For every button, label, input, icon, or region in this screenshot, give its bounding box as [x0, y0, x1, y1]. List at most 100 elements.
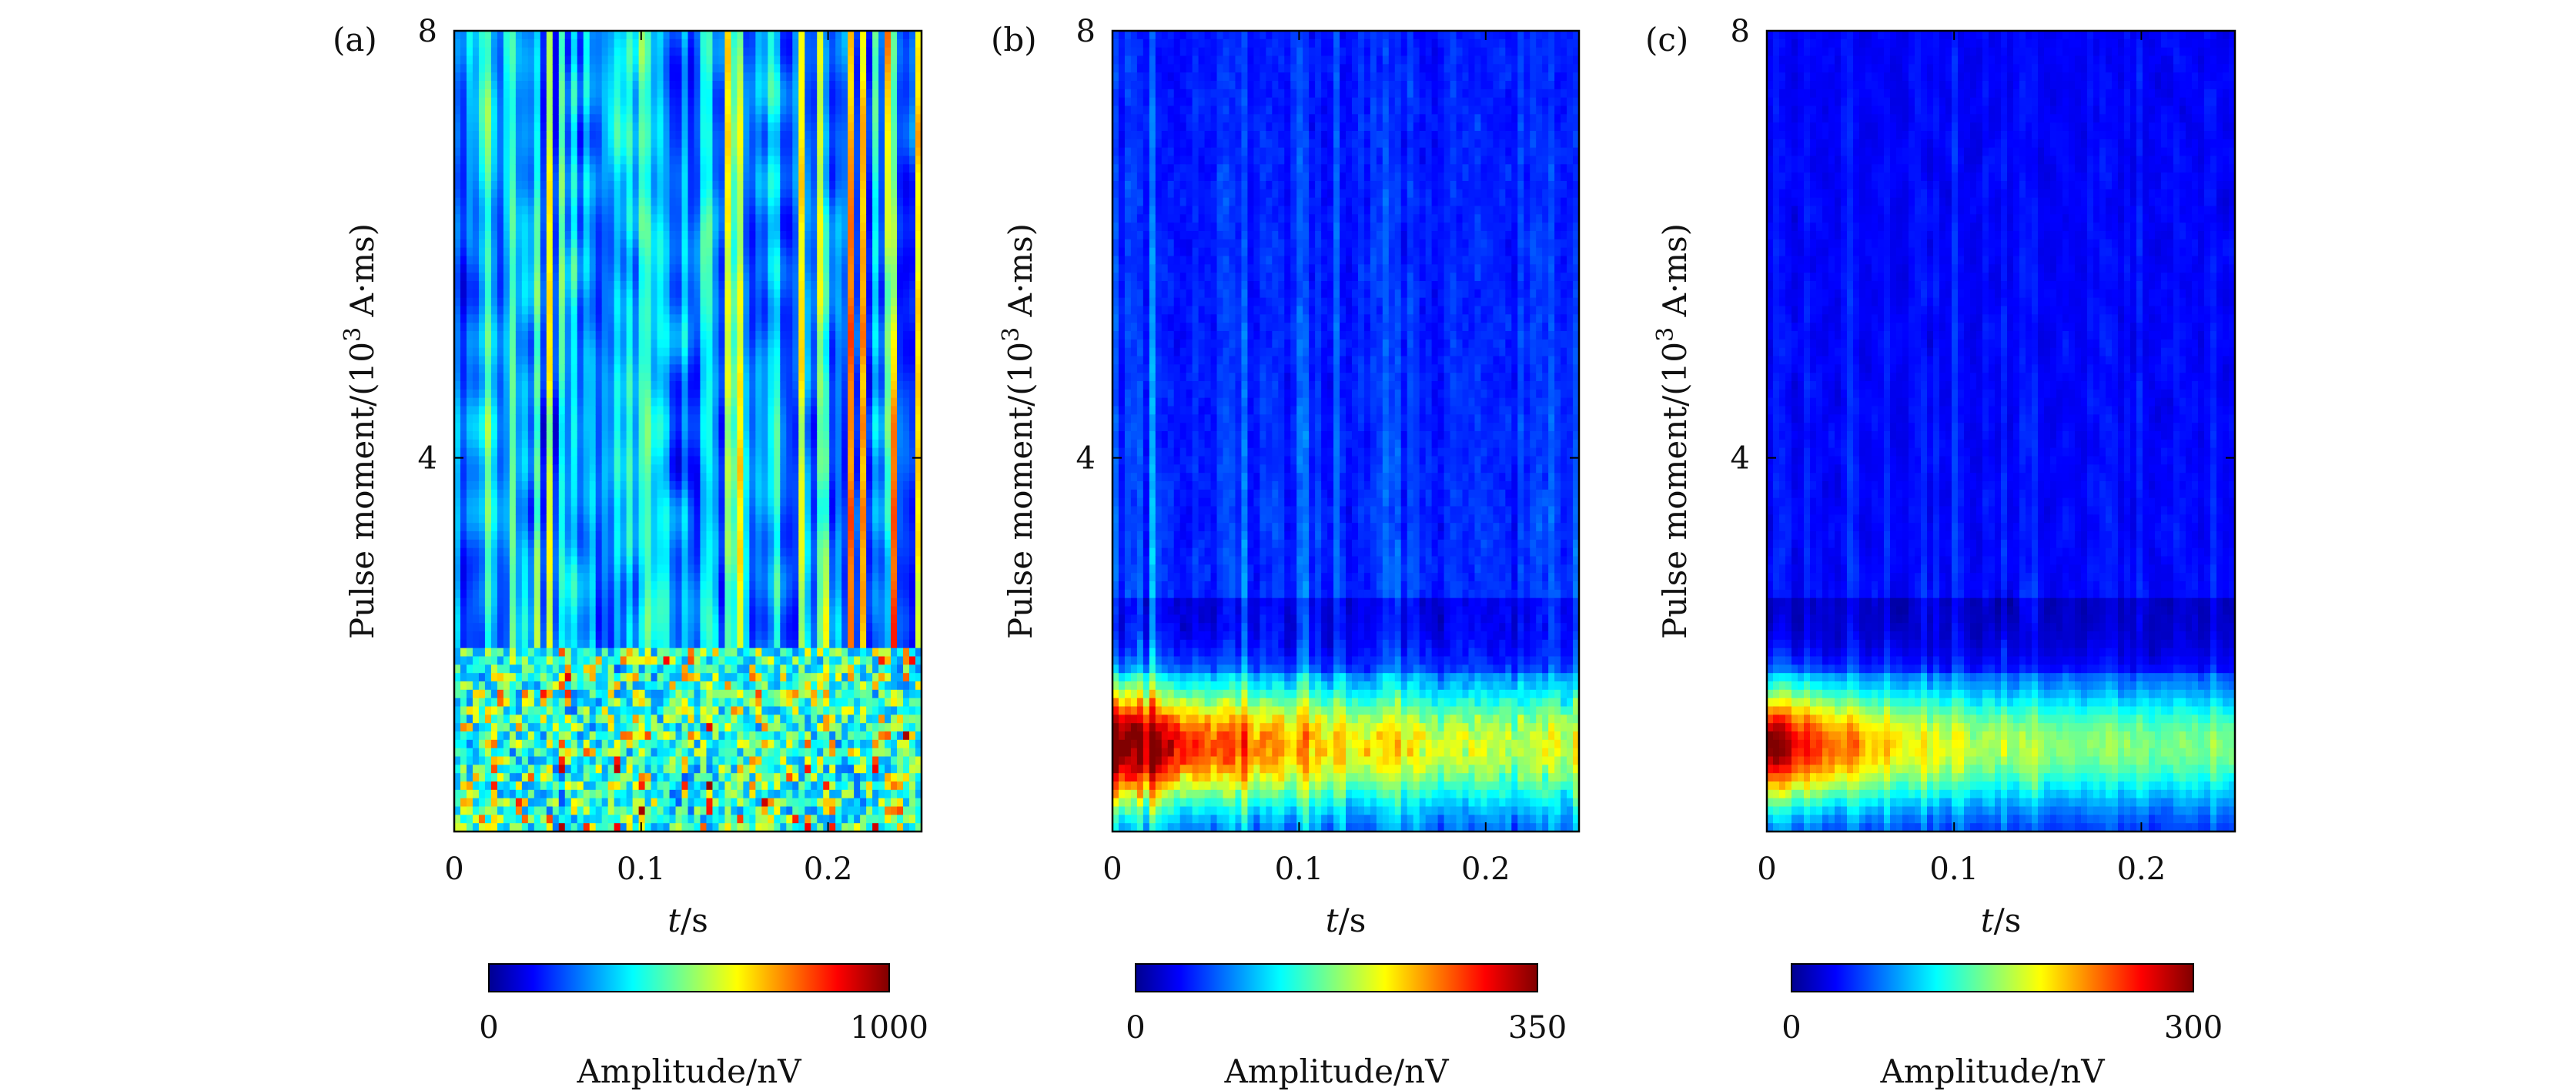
- heatmap-cell: [484, 339, 492, 349]
- heatmap-cell: [718, 206, 726, 215]
- heatmap-cell: [534, 447, 541, 457]
- heatmap-cell: [515, 664, 523, 674]
- heatmap-cell: [761, 231, 768, 240]
- heatmap-cell: [724, 314, 732, 323]
- heatmap-cell: [657, 631, 664, 641]
- heatmap-cell: [534, 648, 541, 658]
- heatmap-cell: [724, 72, 732, 82]
- heatmap-cell: [749, 172, 756, 182]
- heatmap-cell: [675, 606, 683, 615]
- heatmap-cell: [589, 731, 597, 741]
- heatmap-cell: [768, 547, 774, 557]
- heatmap-cell: [663, 556, 671, 565]
- heatmap-cell: [718, 131, 726, 140]
- heatmap-cell: [651, 439, 658, 449]
- heatmap-cell: [577, 656, 584, 665]
- heatmap-cell: [552, 756, 560, 765]
- heatmap-cell: [466, 105, 473, 115]
- heatmap-cell: [503, 464, 510, 474]
- heatmap-cell: [460, 698, 467, 708]
- heatmap-cell: [626, 539, 634, 549]
- heatmap-cell: [515, 356, 523, 365]
- heatmap-cell: [466, 147, 473, 157]
- heatmap-cell: [743, 798, 750, 808]
- heatmap-cell: [663, 297, 671, 307]
- heatmap-cell: [675, 314, 683, 323]
- heatmap-cell: [718, 531, 726, 540]
- heatmap-cell: [570, 773, 578, 782]
- heatmap-cell: [564, 531, 572, 540]
- heatmap-cell: [564, 147, 572, 157]
- heatmap-cell: [743, 447, 750, 457]
- heatmap-cell: [694, 264, 701, 273]
- heatmap-cell: [478, 773, 486, 782]
- heatmap-cell: [743, 731, 750, 741]
- heatmap-cell: [570, 556, 578, 565]
- heatmap-cell: [490, 606, 498, 615]
- heatmap-cell: [737, 139, 744, 149]
- heatmap-cell: [460, 306, 467, 315]
- heatmap-cell: [540, 206, 547, 215]
- heatmap-cell: [527, 164, 535, 173]
- heatmap-cell: [712, 64, 720, 73]
- heatmap-cell: [712, 72, 720, 82]
- heatmap-cell: [626, 581, 634, 591]
- heatmap-cell: [595, 464, 603, 474]
- heatmap-cell: [644, 664, 652, 674]
- heatmap-cell: [669, 231, 677, 240]
- heatmap-cell: [601, 256, 609, 265]
- heatmap-cell: [534, 172, 541, 182]
- heatmap-cell: [484, 531, 492, 540]
- heatmap-cell: [454, 489, 461, 499]
- heatmap-cell: [749, 456, 756, 465]
- heatmap-cell: [663, 614, 671, 624]
- heatmap-cell: [540, 506, 547, 515]
- heatmap-cell: [607, 172, 615, 182]
- heatmap-cell: [534, 156, 541, 165]
- heatmap-cell: [614, 473, 621, 482]
- heatmap-cell: [694, 523, 701, 532]
- heatmap-cell: [490, 614, 498, 624]
- heatmap-cell: [460, 414, 467, 423]
- heatmap-cell: [669, 197, 677, 207]
- heatmap-cell: [570, 264, 578, 273]
- heatmap-cell: [534, 231, 541, 240]
- heatmap-cell: [644, 656, 652, 665]
- heatmap-cell: [718, 606, 726, 615]
- heatmap-cell: [687, 214, 695, 223]
- heatmap-cell: [607, 664, 615, 674]
- heatmap-cell: [768, 506, 774, 515]
- heatmap-cell: [651, 815, 658, 824]
- heatmap-cell: [460, 473, 467, 482]
- heatmap-cell: [768, 356, 774, 365]
- heatmap-cell: [589, 715, 597, 724]
- heatmap-cell: [694, 131, 701, 140]
- heatmap-cell: [614, 631, 621, 641]
- heatmap-cell: [737, 206, 744, 215]
- heatmap-cell: [509, 373, 517, 382]
- heatmap-cell: [718, 281, 726, 290]
- heatmap-cell: [472, 306, 480, 315]
- heatmap-cell: [509, 506, 517, 515]
- heatmap-cell: [614, 214, 621, 223]
- heatmap-cell: [718, 247, 726, 257]
- heatmap-cell: [595, 731, 603, 741]
- heatmap-cell: [706, 47, 714, 57]
- heatmap-cell: [724, 64, 732, 73]
- heatmap-cell: [540, 389, 547, 399]
- heatmap-cell: [755, 606, 762, 615]
- heatmap-cell: [466, 381, 473, 390]
- heatmap-cell: [755, 789, 762, 799]
- heatmap-cell: [570, 539, 578, 549]
- heatmap-cell: [577, 447, 584, 457]
- heatmap-cell: [724, 823, 732, 832]
- heatmap-cell: [620, 481, 627, 490]
- heatmap-cell: [534, 31, 541, 40]
- heatmap-cell: [558, 581, 566, 591]
- heatmap-cell: [540, 748, 547, 758]
- heatmap-cell: [527, 72, 535, 82]
- heatmap-cell: [466, 473, 473, 482]
- heatmap-cell: [509, 214, 517, 223]
- heatmap-cell: [675, 473, 683, 482]
